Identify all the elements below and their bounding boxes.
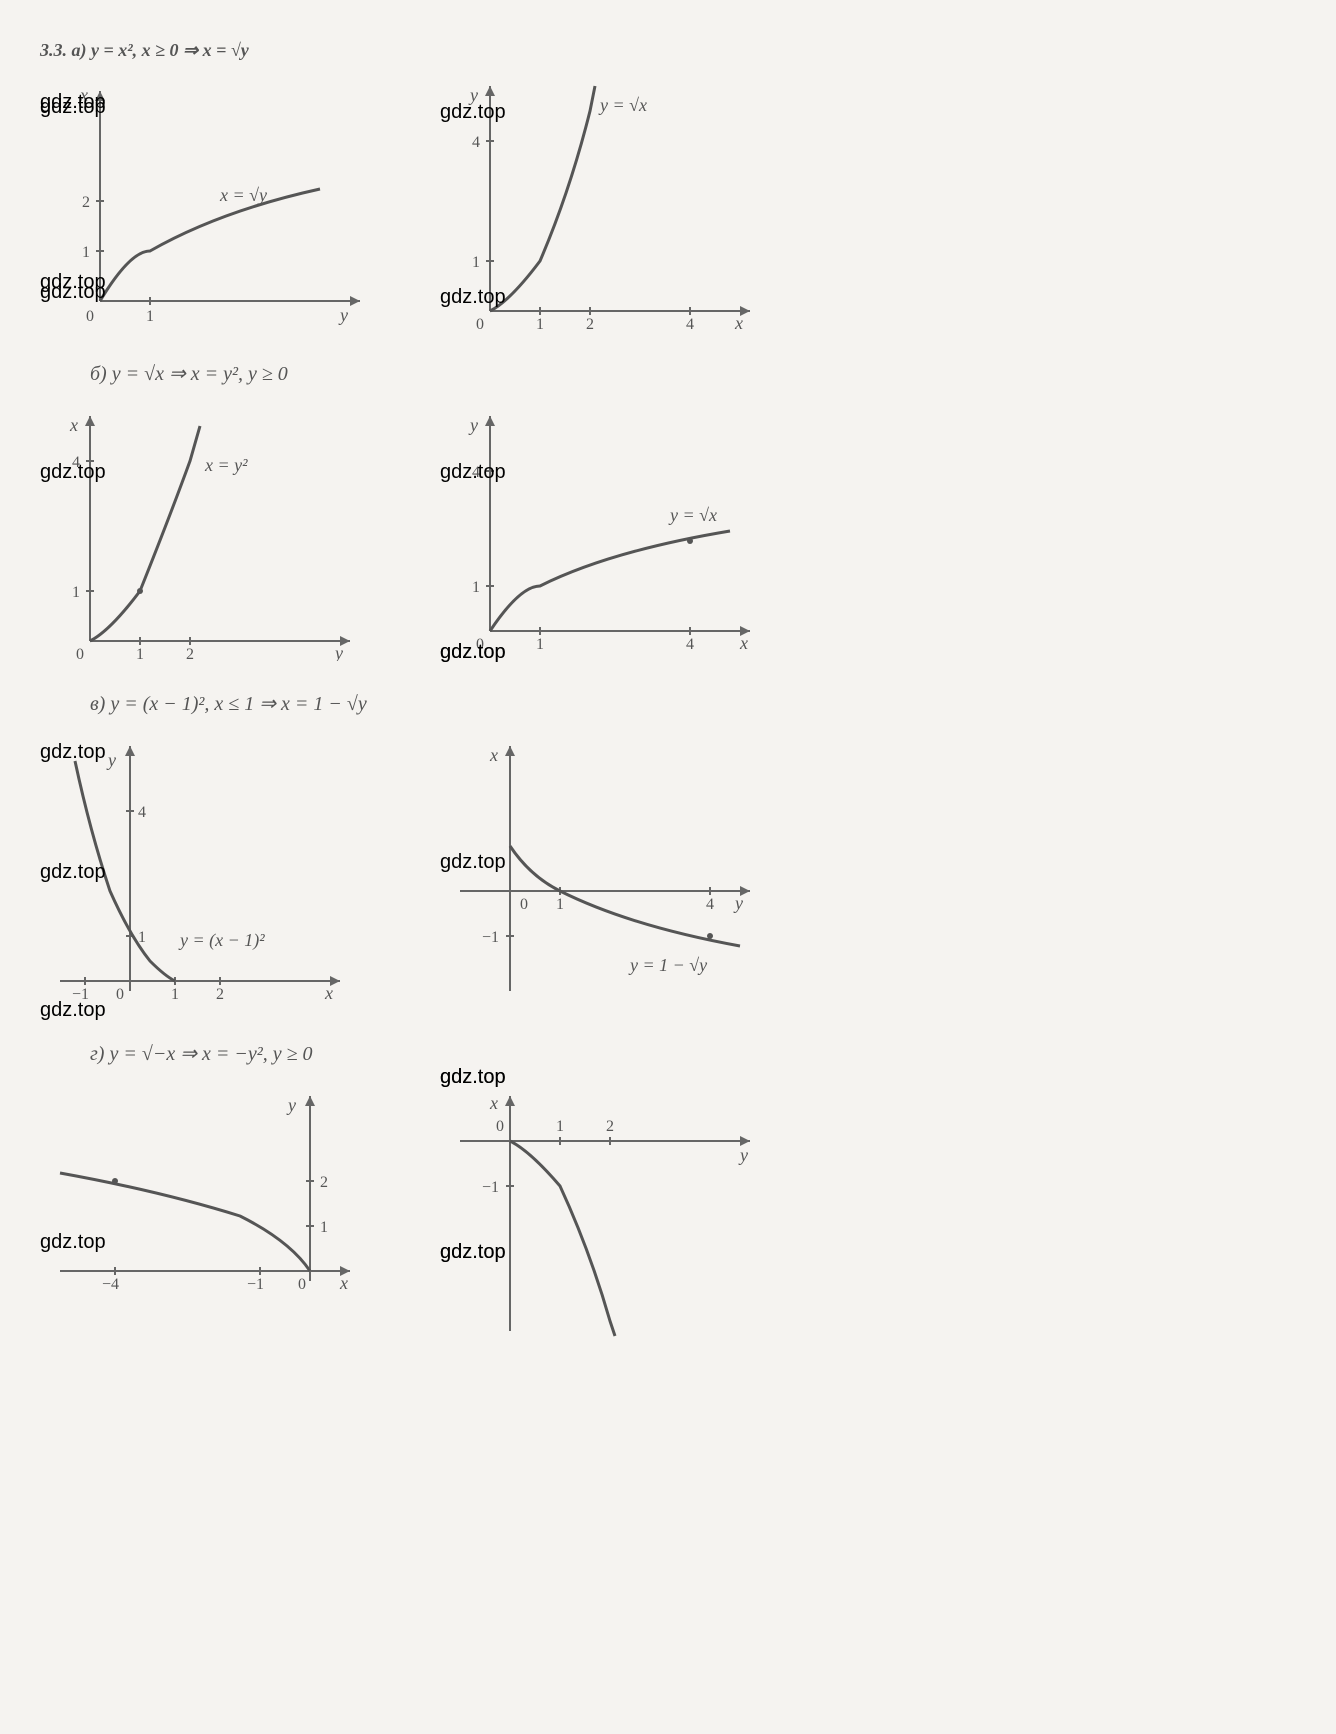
x-label-b-right: x: [739, 633, 748, 653]
curve-label-a-left: x = √y: [219, 185, 267, 205]
curve-label-b-left: x = y²: [204, 455, 248, 475]
chart-b-right: 1 4 1 4 0 y = √x x y gdz.top gdz.top gdz…: [440, 401, 780, 661]
svg-text:1: 1: [536, 636, 544, 653]
svg-text:1: 1: [320, 1219, 328, 1236]
svg-b-left: 1 2 1 4 0 x = y² y x: [40, 401, 380, 661]
svg-a-left: 1 1 2 0 x = √y y x: [40, 71, 380, 331]
section-d: г) y = √−x ⇒ x = −y², y ≥ 0 −4 −1 1 2 0: [40, 1041, 1296, 1341]
x-label-b-left: y: [333, 643, 343, 661]
equation-a: y = x², x ≥ 0 ⇒ x = √y: [91, 40, 249, 60]
problem-header-a: 3.3. а) y = x², x ≥ 0 ⇒ x = √y: [40, 40, 1296, 61]
svg-text:4: 4: [72, 454, 80, 471]
svg-text:1: 1: [536, 316, 544, 331]
svg-text:−1: −1: [72, 986, 89, 1003]
chart-d-left: −4 −1 1 2 0 x y gdz.top: [40, 1081, 380, 1301]
equation-d: y = √−x ⇒ x = −y², y ≥ 0: [109, 1043, 312, 1065]
svg-text:2: 2: [82, 194, 90, 211]
svg-a-right: 1 2 4 1 4 0 y = √x x y: [440, 71, 780, 331]
row-d: −4 −1 1 2 0 x y gdz.top: [40, 1081, 1296, 1341]
part-label-c: в): [90, 693, 105, 715]
svg-text:0: 0: [496, 1118, 504, 1135]
svg-text:1: 1: [136, 646, 144, 661]
chart-d-right: 1 2 −1 0 y x gdz.top gdz.top gdz.top gdz…: [440, 1081, 780, 1341]
x-label-c-left: x: [324, 983, 333, 1003]
svg-text:−1: −1: [482, 1179, 499, 1196]
y-label-a-left: x: [79, 85, 88, 105]
row-a: 1 1 2 0 x = √y y x gdz.top gdz.top gdz.t…: [40, 71, 1296, 331]
svg-c-left: −1 1 2 1 4 0 y = (x − 1)² x y: [40, 731, 380, 1011]
svg-text:−1: −1: [247, 1276, 264, 1293]
part-label-a: а): [72, 40, 87, 60]
equation-c: y = (x − 1)², x ≤ 1 ⇒ x = 1 − √y: [110, 693, 366, 715]
chart-c-left: −1 1 2 1 4 0 y = (x − 1)² x y gdz.top gd…: [40, 731, 380, 1011]
curve-label-a-right: y = √x: [598, 95, 647, 115]
y-label-a-right: y: [468, 85, 478, 105]
svg-text:4: 4: [472, 464, 480, 481]
row-c: −1 1 2 1 4 0 y = (x − 1)² x y gdz.top gd…: [40, 731, 1296, 1011]
svg-text:1: 1: [146, 308, 154, 325]
svg-text:4: 4: [686, 636, 694, 653]
svg-text:0: 0: [76, 646, 84, 661]
svg-text:1: 1: [472, 254, 480, 271]
svg-c-right: 1 4 −1 0 y = 1 − √y y x: [440, 731, 780, 1011]
y-label-c-right: x: [489, 745, 498, 765]
chart-a-right: 1 2 4 1 4 0 y = √x x y gdz.top gdz.top: [440, 71, 780, 331]
svg-text:−4: −4: [102, 1276, 119, 1293]
svg-text:2: 2: [320, 1174, 328, 1191]
y-label-d-left: y: [286, 1095, 296, 1115]
chart-a-left: 1 1 2 0 x = √y y x gdz.top gdz.top gdz.t…: [40, 71, 380, 331]
svg-d-left: −4 −1 1 2 0 x y: [40, 1081, 380, 1301]
y-label-b-right: y: [468, 415, 478, 435]
svg-text:2: 2: [586, 316, 594, 331]
x-label-c-right: y: [733, 893, 743, 913]
svg-text:4: 4: [706, 896, 714, 913]
svg-text:1: 1: [556, 896, 564, 913]
svg-text:0: 0: [476, 316, 484, 331]
y-label-c-left: y: [106, 750, 116, 770]
svg-text:0: 0: [116, 986, 124, 1003]
svg-b-right: 1 4 1 4 0 y = √x x y: [440, 401, 780, 661]
svg-text:2: 2: [186, 646, 194, 661]
part-label-d: г): [90, 1043, 104, 1065]
svg-text:1: 1: [472, 579, 480, 596]
section-c: в) y = (x − 1)², x ≤ 1 ⇒ x = 1 − √y −1 1…: [40, 691, 1296, 1011]
svg-text:4: 4: [686, 316, 694, 331]
curve-label-c-right: y = 1 − √y: [628, 955, 707, 975]
y-label-b-left: x: [69, 415, 78, 435]
svg-text:1: 1: [82, 244, 90, 261]
svg-text:0: 0: [298, 1276, 306, 1293]
chart-c-right: 1 4 −1 0 y = 1 − √y y x gdz.top: [440, 731, 780, 1011]
problem-number: 3.3.: [40, 40, 67, 60]
curve-label-b-right: y = √x: [668, 505, 717, 525]
svg-text:2: 2: [606, 1118, 614, 1135]
section-b: б) y = √x ⇒ x = y², y ≥ 0 1 2 1 4 0 x =: [40, 361, 1296, 661]
x-label-d-left: x: [339, 1273, 348, 1293]
svg-text:2: 2: [216, 986, 224, 1003]
svg-text:0: 0: [86, 308, 94, 325]
svg-text:1: 1: [171, 986, 179, 1003]
svg-text:4: 4: [472, 134, 480, 151]
curve-label-c-left: y = (x − 1)²: [178, 930, 265, 951]
svg-text:4: 4: [138, 804, 146, 821]
svg-text:0: 0: [476, 636, 484, 653]
equation-b: y = √x ⇒ x = y², y ≥ 0: [112, 363, 288, 385]
y-label-d-right: x: [489, 1093, 498, 1113]
problem-text-c: в) y = (x − 1)², x ≤ 1 ⇒ x = 1 − √y: [90, 691, 1296, 716]
section-a: 3.3. а) y = x², x ≥ 0 ⇒ x = √y 1 1 2 0: [40, 40, 1296, 331]
x-label-a-right: x: [734, 313, 743, 331]
part-label-b: б): [90, 363, 107, 385]
svg-text:0: 0: [520, 896, 528, 913]
x-label-a-left: y: [338, 305, 348, 325]
problem-text-b: б) y = √x ⇒ x = y², y ≥ 0: [90, 361, 1296, 386]
chart-b-left: 1 2 1 4 0 x = y² y x gdz.top: [40, 401, 380, 661]
svg-text:1: 1: [556, 1118, 564, 1135]
svg-d-right: 1 2 −1 0 y x: [440, 1081, 780, 1341]
row-b: 1 2 1 4 0 x = y² y x gdz.top: [40, 401, 1296, 661]
problem-text-d: г) y = √−x ⇒ x = −y², y ≥ 0: [90, 1041, 1296, 1066]
svg-text:−1: −1: [482, 929, 499, 946]
x-label-d-right: y: [738, 1145, 748, 1165]
svg-text:1: 1: [72, 584, 80, 601]
